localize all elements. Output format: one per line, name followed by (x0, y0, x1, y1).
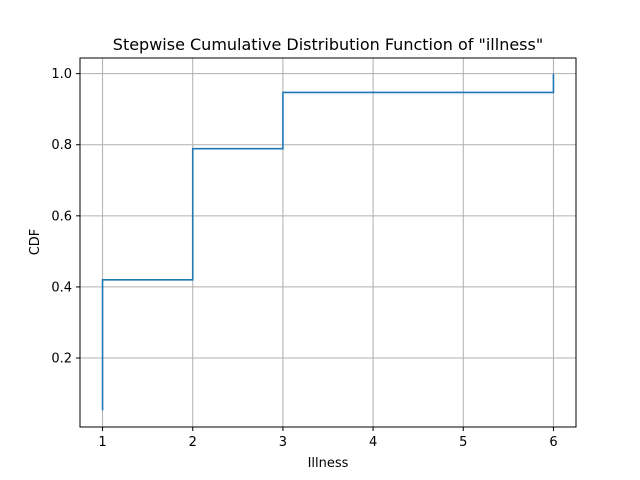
x-tick-label: 3 (279, 435, 287, 450)
x-tick-label: 5 (459, 435, 467, 450)
y-tick-label: 0.2 (51, 352, 72, 367)
y-tick-label: 0.8 (51, 138, 72, 153)
y-tick-label: 1.0 (51, 67, 72, 82)
x-tick-label: 6 (549, 435, 557, 450)
cdf-step-line (101, 73, 555, 411)
y-tick-label: 0.4 (51, 280, 72, 295)
y-tick-label: 0.6 (51, 209, 72, 224)
chart-title: Stepwise Cumulative Distribution Functio… (113, 35, 543, 54)
grid (80, 58, 576, 427)
x-tick-label: 2 (189, 435, 197, 450)
axis-ticks: 1 2 3 4 5 6 0.2 0.4 0.6 0.8 1.0 (51, 67, 557, 450)
x-tick-label: 4 (369, 435, 377, 450)
y-axis-label: CDF (28, 229, 43, 256)
x-axis-label: Illness (308, 456, 349, 471)
series (101, 73, 555, 411)
x-tick-label: 1 (98, 435, 106, 450)
plot-frame (79, 57, 577, 428)
